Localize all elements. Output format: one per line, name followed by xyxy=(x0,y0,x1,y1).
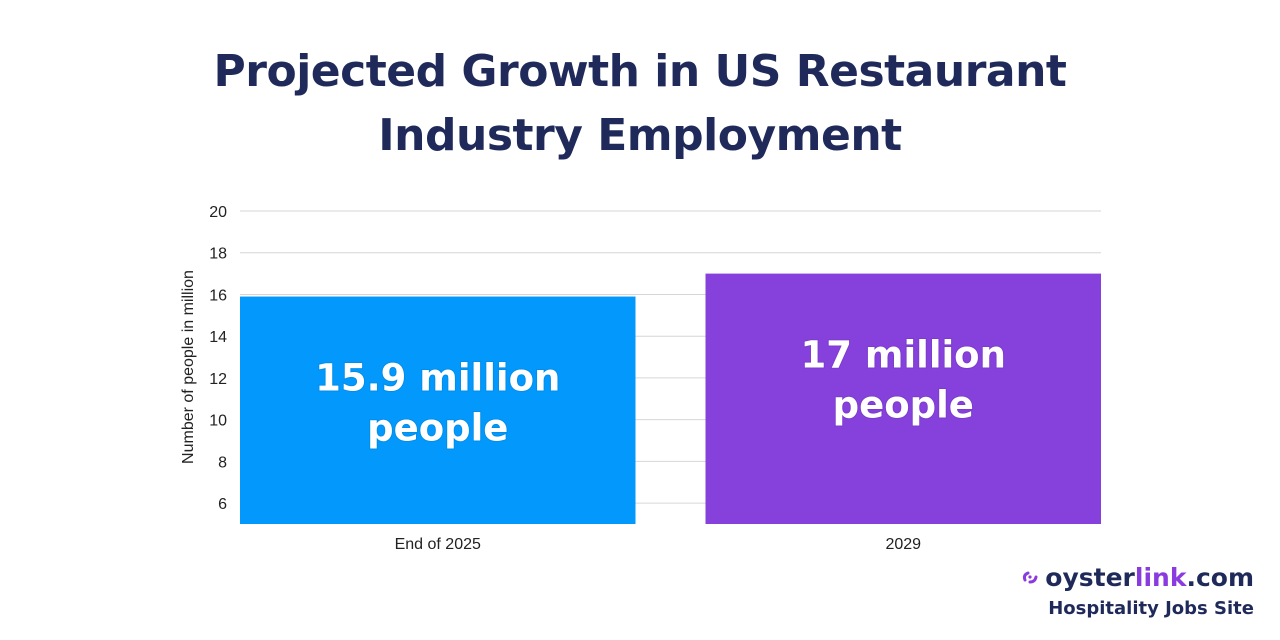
bar-data-label-line: 17 million xyxy=(801,334,1006,377)
brand-name-domain: .com xyxy=(1186,563,1254,592)
x-tick-label: End of 2025 xyxy=(395,536,481,553)
bar-data-label-line: people xyxy=(367,407,508,450)
y-tick-label: 18 xyxy=(209,246,227,263)
bar-data-label-line: people xyxy=(833,384,974,427)
chart-title-line-1: Projected Growth in US Restaurant xyxy=(213,46,1067,97)
y-axis-ticks: 6 8 10 12 14 16 18 20 xyxy=(209,204,227,513)
bar-data-labels: 15.9 million people 17 million people xyxy=(314,333,1007,451)
x-axis-ticks: End of 2025 2029 xyxy=(395,536,922,553)
chart-title: Projected Growth in US Restaurant Indust… xyxy=(0,40,1280,168)
brand-logo: oyster link .com Hospitality Jobs Site xyxy=(1021,562,1254,619)
bar-data-label: 17 million people xyxy=(801,334,1006,427)
bar-data-label: 15.9 million people xyxy=(315,357,560,450)
y-tick-label: 8 xyxy=(218,454,227,471)
y-tick-label: 16 xyxy=(209,287,227,304)
chart-title-line-2: Industry Employment xyxy=(378,110,902,161)
y-tick-label: 10 xyxy=(209,413,227,430)
x-tick-label: 2029 xyxy=(885,536,921,553)
oysterlink-logo-icon xyxy=(1023,571,1038,584)
y-tick-label: 14 xyxy=(209,329,227,346)
bar-1 xyxy=(240,296,636,524)
bars xyxy=(240,273,1101,524)
y-tick-label: 20 xyxy=(209,204,227,221)
brand-tagline: Hospitality Jobs Site xyxy=(1048,598,1254,619)
y-tick-label: 12 xyxy=(209,371,227,388)
y-axis-title: Number of people in million xyxy=(180,270,197,464)
y-tick-label: 6 xyxy=(218,496,227,513)
bar-2 xyxy=(705,273,1101,524)
brand-name: oyster link .com xyxy=(1021,562,1254,594)
brand-name-link: link xyxy=(1134,563,1187,592)
brand-name-oyster: oyster xyxy=(1045,563,1135,592)
bar-data-label-line: 15.9 million xyxy=(315,357,560,400)
